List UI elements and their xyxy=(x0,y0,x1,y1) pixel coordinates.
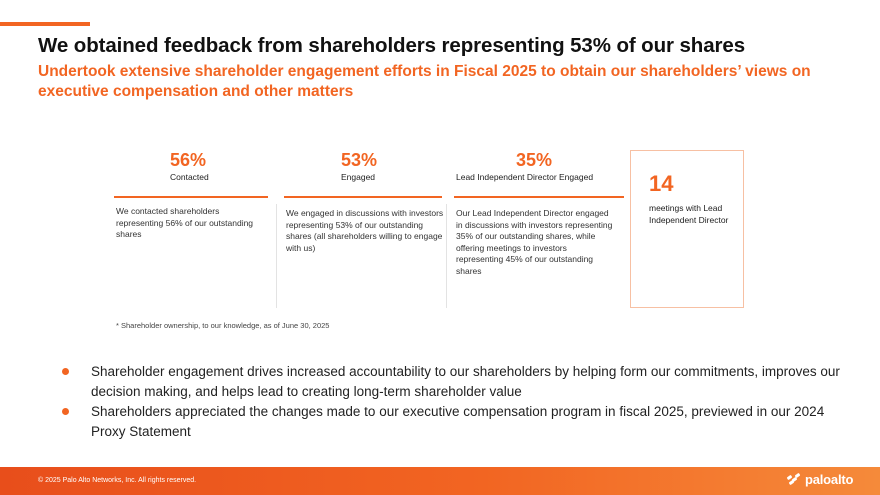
stat-contacted-label: Contacted xyxy=(170,172,209,182)
meetings-text: meetings with Lead Independent Director xyxy=(649,203,729,225)
bullet-text: Shareholder engagement drives increased … xyxy=(91,364,840,399)
stat-lead-director-description: Our Lead Independent Director engaged in… xyxy=(456,208,613,276)
stat-contacted-percent: 56% xyxy=(170,150,207,170)
footer-bar: © 2025 Palo Alto Networks, Inc. All righ… xyxy=(0,467,880,495)
stat-lead-director-label: Lead Independent Director Engaged xyxy=(456,172,594,182)
bullet-list: Shareholder engagement drives increased … xyxy=(62,362,842,442)
slide-subtitle: Undertook extensive shareholder engageme… xyxy=(38,63,811,100)
list-item: Shareholders appreciated the changes mad… xyxy=(62,402,842,442)
stat-engaged-label: Engaged xyxy=(341,172,376,182)
bullet-text: Shareholders appreciated the changes mad… xyxy=(91,404,825,439)
bullet-dot-icon xyxy=(62,368,69,375)
stat-contacted-rule xyxy=(114,196,268,198)
meetings-count: 14 xyxy=(649,171,674,196)
list-item: Shareholder engagement drives increased … xyxy=(62,362,842,402)
stat-contacted-description: We contacted shareholders representing 5… xyxy=(116,206,254,239)
title-accent-bar xyxy=(0,22,90,26)
stat-divider-1 xyxy=(276,204,277,308)
slide-title: We obtained feedback from shareholders r… xyxy=(38,34,746,57)
stat-lead-director-percent: 35% xyxy=(516,150,553,170)
footnote: * Shareholder ownership, to our knowledg… xyxy=(116,321,330,330)
paloalto-logo: paloalto xyxy=(786,472,853,487)
stats-panel: 56% Contacted We contacted shareholders … xyxy=(108,148,748,313)
stat-engaged-description: We engaged in discussions with investors… xyxy=(286,208,444,253)
meetings-callout: 14 meetings with Lead Independent Direct… xyxy=(630,150,744,308)
stat-engaged-percent: 53% xyxy=(341,150,378,170)
bullet-dot-icon xyxy=(62,408,69,415)
stat-lead-director-rule xyxy=(454,196,624,198)
paloalto-logo-text: paloalto xyxy=(805,472,854,487)
copyright-text: © 2025 Palo Alto Networks, Inc. All righ… xyxy=(38,477,197,484)
paloalto-logo-icon xyxy=(786,472,801,485)
stat-engaged-rule xyxy=(284,196,442,198)
stat-divider-2 xyxy=(446,204,447,308)
